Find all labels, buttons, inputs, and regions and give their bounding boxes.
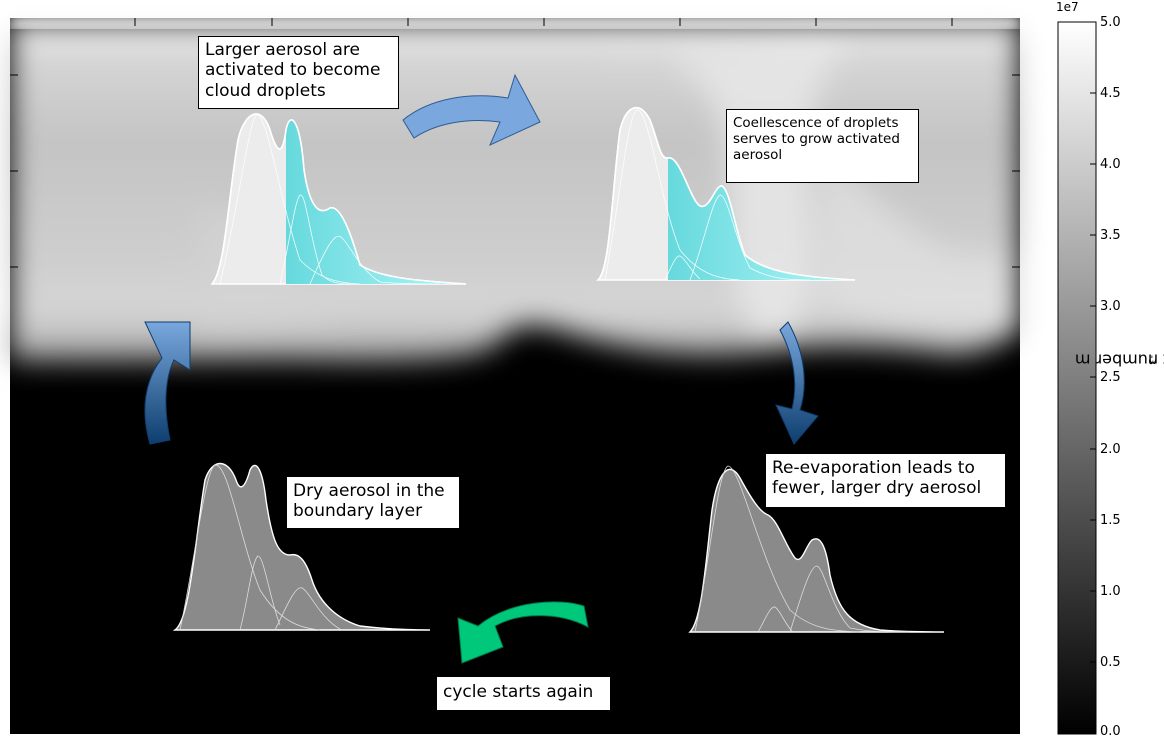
arrow-uplift [144, 321, 191, 445]
distribution-activated [210, 113, 467, 285]
label-cycle-restart: cycle starts again [436, 676, 611, 711]
distribution-dry [172, 462, 431, 631]
label-reevaporation: Re-evaporation leads to fewer, larger dr… [765, 453, 1006, 508]
colorbar-tick: 4.5 [1100, 86, 1121, 101]
cloud-field [10, 22, 1020, 361]
colorbar-tick: 2.5 [1100, 370, 1121, 385]
label-activated: Larger aerosol are activated to become c… [198, 36, 399, 109]
arrow-activation [402, 73, 541, 147]
axis-ticks [10, 18, 1020, 268]
colorbar-scale-exponent: 1e7 [1056, 0, 1079, 14]
colorbar-tick: 3.5 [1100, 228, 1121, 243]
colorbar-tick: 1.0 [1100, 584, 1121, 599]
colorbar-tick: 0.0 [1100, 724, 1121, 739]
colorbar-tick: 3.0 [1100, 299, 1121, 314]
label-dry-aerosol: Dry aerosol in the boundary layer [286, 476, 460, 529]
colorbar-tick: 0.5 [1100, 655, 1121, 670]
colorbar-tick: 1.5 [1100, 513, 1121, 528]
colorbar-tick: 5.0 [1100, 15, 1121, 30]
colorbar-label-text: droplet number m [1075, 350, 1164, 370]
colorbar-tick: 2.0 [1100, 442, 1121, 457]
colorbar-tick: 4.0 [1100, 157, 1121, 172]
colorbar [1057, 21, 1097, 735]
colorbar-axis-label: droplet number m -3 [1075, 250, 1164, 470]
arrow-evaporation [775, 321, 819, 445]
arrow-restart [457, 601, 589, 664]
distribution-reevaporation [688, 465, 945, 633]
distribution-coalescence [595, 106, 856, 281]
label-coalescence: Coellescence of droplets serves to grow … [726, 109, 919, 183]
